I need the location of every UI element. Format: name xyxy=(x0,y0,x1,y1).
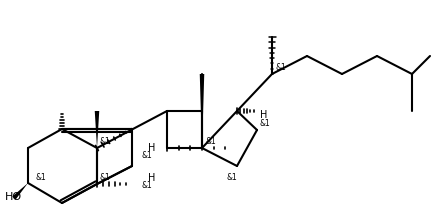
Text: H: H xyxy=(148,173,156,183)
Text: H: H xyxy=(260,110,267,120)
Polygon shape xyxy=(95,111,99,148)
Polygon shape xyxy=(200,74,204,148)
Text: &1: &1 xyxy=(141,151,152,159)
Polygon shape xyxy=(12,183,28,200)
Text: &1: &1 xyxy=(275,64,286,73)
Text: &1: &1 xyxy=(100,173,111,183)
Text: &1: &1 xyxy=(100,138,111,146)
Text: &1: &1 xyxy=(35,173,46,181)
Text: H: H xyxy=(148,143,156,153)
Text: &1: &1 xyxy=(260,119,271,127)
Text: &1: &1 xyxy=(226,173,237,183)
Text: &1: &1 xyxy=(141,181,152,189)
Text: HO: HO xyxy=(5,192,22,202)
Text: &1: &1 xyxy=(205,138,216,146)
